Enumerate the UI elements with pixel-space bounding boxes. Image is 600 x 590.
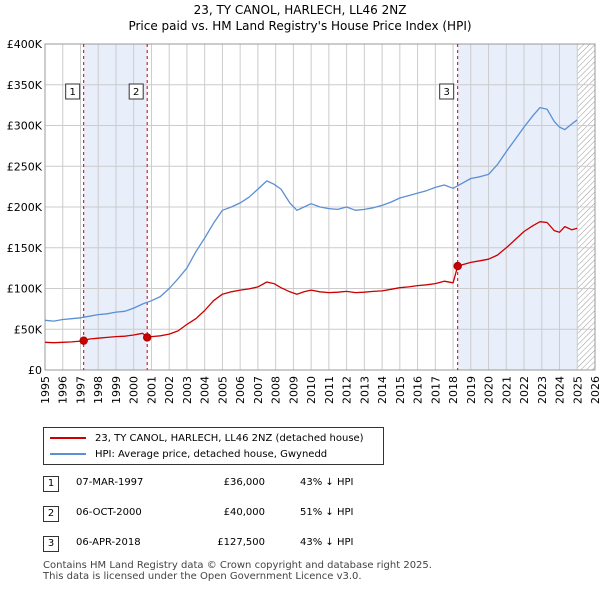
- transaction-price: £40,000: [223, 507, 265, 518]
- transaction-number: 1: [43, 476, 59, 492]
- transaction-date: 06-APR-2018: [76, 537, 141, 548]
- x-tick-label: 2017: [429, 376, 442, 404]
- sale-label-box: [439, 83, 455, 100]
- footer-copyright: Contains HM Land Registry data © Crown c…: [43, 560, 432, 571]
- sale-point: [453, 261, 462, 271]
- y-tick-label: £150K: [7, 242, 43, 255]
- x-tick-label: 2009: [287, 376, 300, 404]
- transaction-hpi-diff: 43% ↓ HPI: [300, 537, 354, 548]
- transaction-number: 3: [43, 536, 59, 552]
- x-tick-label: 2016: [412, 376, 425, 404]
- x-tick-label: 1995: [39, 376, 52, 404]
- chart-subtitle: Price paid vs. HM Land Registry's House …: [128, 19, 472, 33]
- transaction-date: 06-OCT-2000: [76, 507, 142, 518]
- x-tick-label: 1996: [57, 376, 70, 404]
- sale-label-number: 3: [443, 87, 449, 98]
- x-tick-label: 2020: [483, 376, 496, 404]
- y-tick-label: £200K: [7, 201, 43, 214]
- price-chart: £0 £50K £100K £150K £200K £250K £300K £350K £400…: [7, 38, 600, 404]
- x-tick-label: 2015: [394, 376, 407, 404]
- sale-label-box: [65, 83, 81, 100]
- transaction-hpi-diff: 51% ↓ HPI: [300, 507, 354, 518]
- legend-swatch-property: [50, 437, 86, 439]
- transaction-row: 3 06-APR-2018 £127,500 43% ↓ HPI: [0, 536, 600, 554]
- x-tick-label: 2008: [270, 376, 283, 404]
- footer-attribution: Contains HM Land Registry data © Crown c…: [43, 560, 432, 582]
- plot-frame: [44, 43, 596, 371]
- sale-label-number: 2: [133, 87, 139, 98]
- sale-label-number: 1: [69, 87, 75, 98]
- x-tick-label: 2003: [181, 376, 194, 404]
- legend-label-hpi: HPI: Average price, detached house, Gwyn…: [95, 448, 328, 460]
- x-tick-label: 2019: [465, 376, 478, 404]
- hpi-series-line: [44, 106, 578, 322]
- x-tick-label: 2005: [216, 376, 229, 404]
- transaction-number: 2: [43, 506, 59, 522]
- y-tick-label: £350K: [7, 79, 43, 92]
- x-tick-label: 2018: [447, 376, 460, 404]
- x-tick-label: 2001: [145, 376, 158, 404]
- chart-title-address: 23, TY CANOL, HARLECH, LL46 2NZ: [193, 3, 407, 17]
- sale-point: [79, 336, 88, 345]
- transaction-date: 07-MAR-1997: [76, 477, 144, 488]
- transaction-row: 2 06-OCT-2000 £40,000 51% ↓ HPI: [0, 506, 600, 524]
- sale-label-box: [128, 83, 144, 100]
- y-tick-label: £100K: [7, 283, 43, 296]
- x-tick-label: 2011: [323, 376, 336, 404]
- transaction-price: £127,500: [217, 537, 265, 548]
- x-tick-label: 2024: [554, 376, 567, 404]
- legend-swatch-hpi: [50, 453, 86, 455]
- transaction-price: £36,000: [223, 477, 265, 488]
- x-tick-label: 2006: [234, 376, 247, 404]
- sale-point: [142, 333, 152, 342]
- y-tick-label: £0: [28, 364, 42, 377]
- x-tick-label: 2013: [358, 376, 371, 404]
- legend: 23, TY CANOL, HARLECH, LL46 2NZ (detache…: [43, 427, 384, 465]
- x-tick-label: 2023: [536, 376, 549, 404]
- x-tick-label: 1998: [92, 376, 105, 404]
- transaction-hpi-diff: 43% ↓ HPI: [300, 477, 354, 488]
- x-tick-label: 1999: [110, 376, 123, 404]
- y-tick-label: £250K: [7, 160, 43, 173]
- footer-licence: This data is licensed under the Open Gov…: [43, 571, 362, 582]
- x-tick-label: 2025: [571, 376, 584, 404]
- legend-label-property: 23, TY CANOL, HARLECH, LL46 2NZ (detache…: [95, 432, 364, 444]
- y-tick-label: £300K: [7, 120, 43, 133]
- y-tick-label: £50K: [14, 323, 43, 336]
- x-tick-label: 2002: [163, 376, 176, 404]
- x-tick-label: 1997: [74, 376, 87, 404]
- x-tick-label: 2007: [252, 376, 265, 404]
- x-tick-label: 2010: [305, 376, 318, 404]
- property-series-line: [44, 221, 578, 344]
- x-tick-label: 2000: [128, 376, 141, 404]
- x-tick-label: 2004: [199, 376, 212, 404]
- x-tick-label: 2022: [518, 376, 531, 404]
- transaction-row: 1 07-MAR-1997 £36,000 43% ↓ HPI: [0, 476, 600, 494]
- x-tick-label: 2026: [589, 376, 600, 404]
- y-tick-label: £400K: [7, 38, 43, 51]
- x-tick-label: 2014: [376, 376, 389, 404]
- legend-item-property: 23, TY CANOL, HARLECH, LL46 2NZ (detache…: [50, 431, 364, 445]
- x-tick-label: 2012: [341, 376, 354, 404]
- x-tick-label: 2021: [500, 376, 513, 404]
- legend-item-hpi: HPI: Average price, detached house, Gwyn…: [50, 447, 327, 461]
